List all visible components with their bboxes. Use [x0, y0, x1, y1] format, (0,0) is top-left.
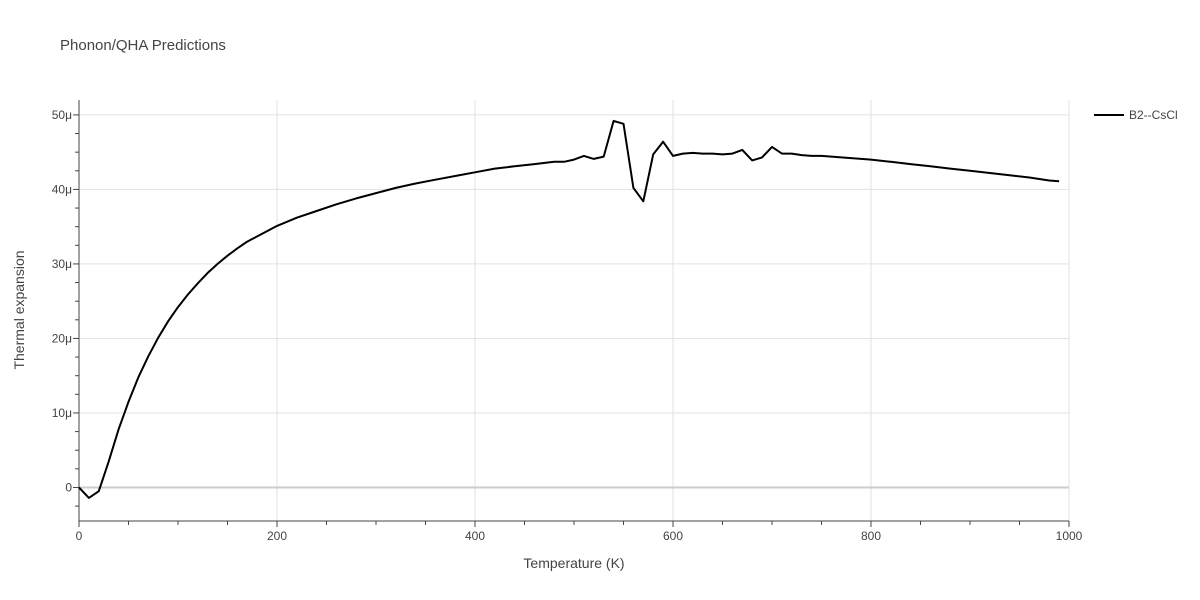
y-tick-label: 10μ [52, 406, 72, 420]
legend-label: B2--CsCl [1129, 108, 1178, 122]
series-group [78, 119, 1060, 499]
y-tick-label: 0 [65, 480, 72, 494]
legend[interactable]: B2--CsCl [1094, 108, 1178, 122]
axes [73, 100, 1070, 527]
x-tick-label: 0 [76, 529, 83, 543]
y-tick-label: 20μ [52, 331, 72, 345]
y-tick-label: 40μ [52, 182, 72, 196]
y-axis-title: Thermal expansion [11, 250, 27, 369]
x-tick-label: 800 [861, 529, 881, 543]
x-tick-label: 1000 [1056, 529, 1083, 543]
x-tick-label: 400 [465, 529, 485, 543]
x-tick-label: 600 [663, 529, 683, 543]
series-line [78, 119, 1060, 499]
x-axis-title: Temperature (K) [523, 555, 624, 571]
x-tick-label: 200 [267, 529, 287, 543]
chart-title: Phonon/QHA Predictions [60, 37, 226, 54]
tick-labels: 0 200 400 600 800 1000 0 10μ 20μ 30μ 40μ 50μ [52, 108, 1083, 543]
y-tick-label: 50μ [52, 108, 72, 122]
grid [79, 100, 1070, 521]
y-tick-label: 30μ [52, 257, 72, 271]
